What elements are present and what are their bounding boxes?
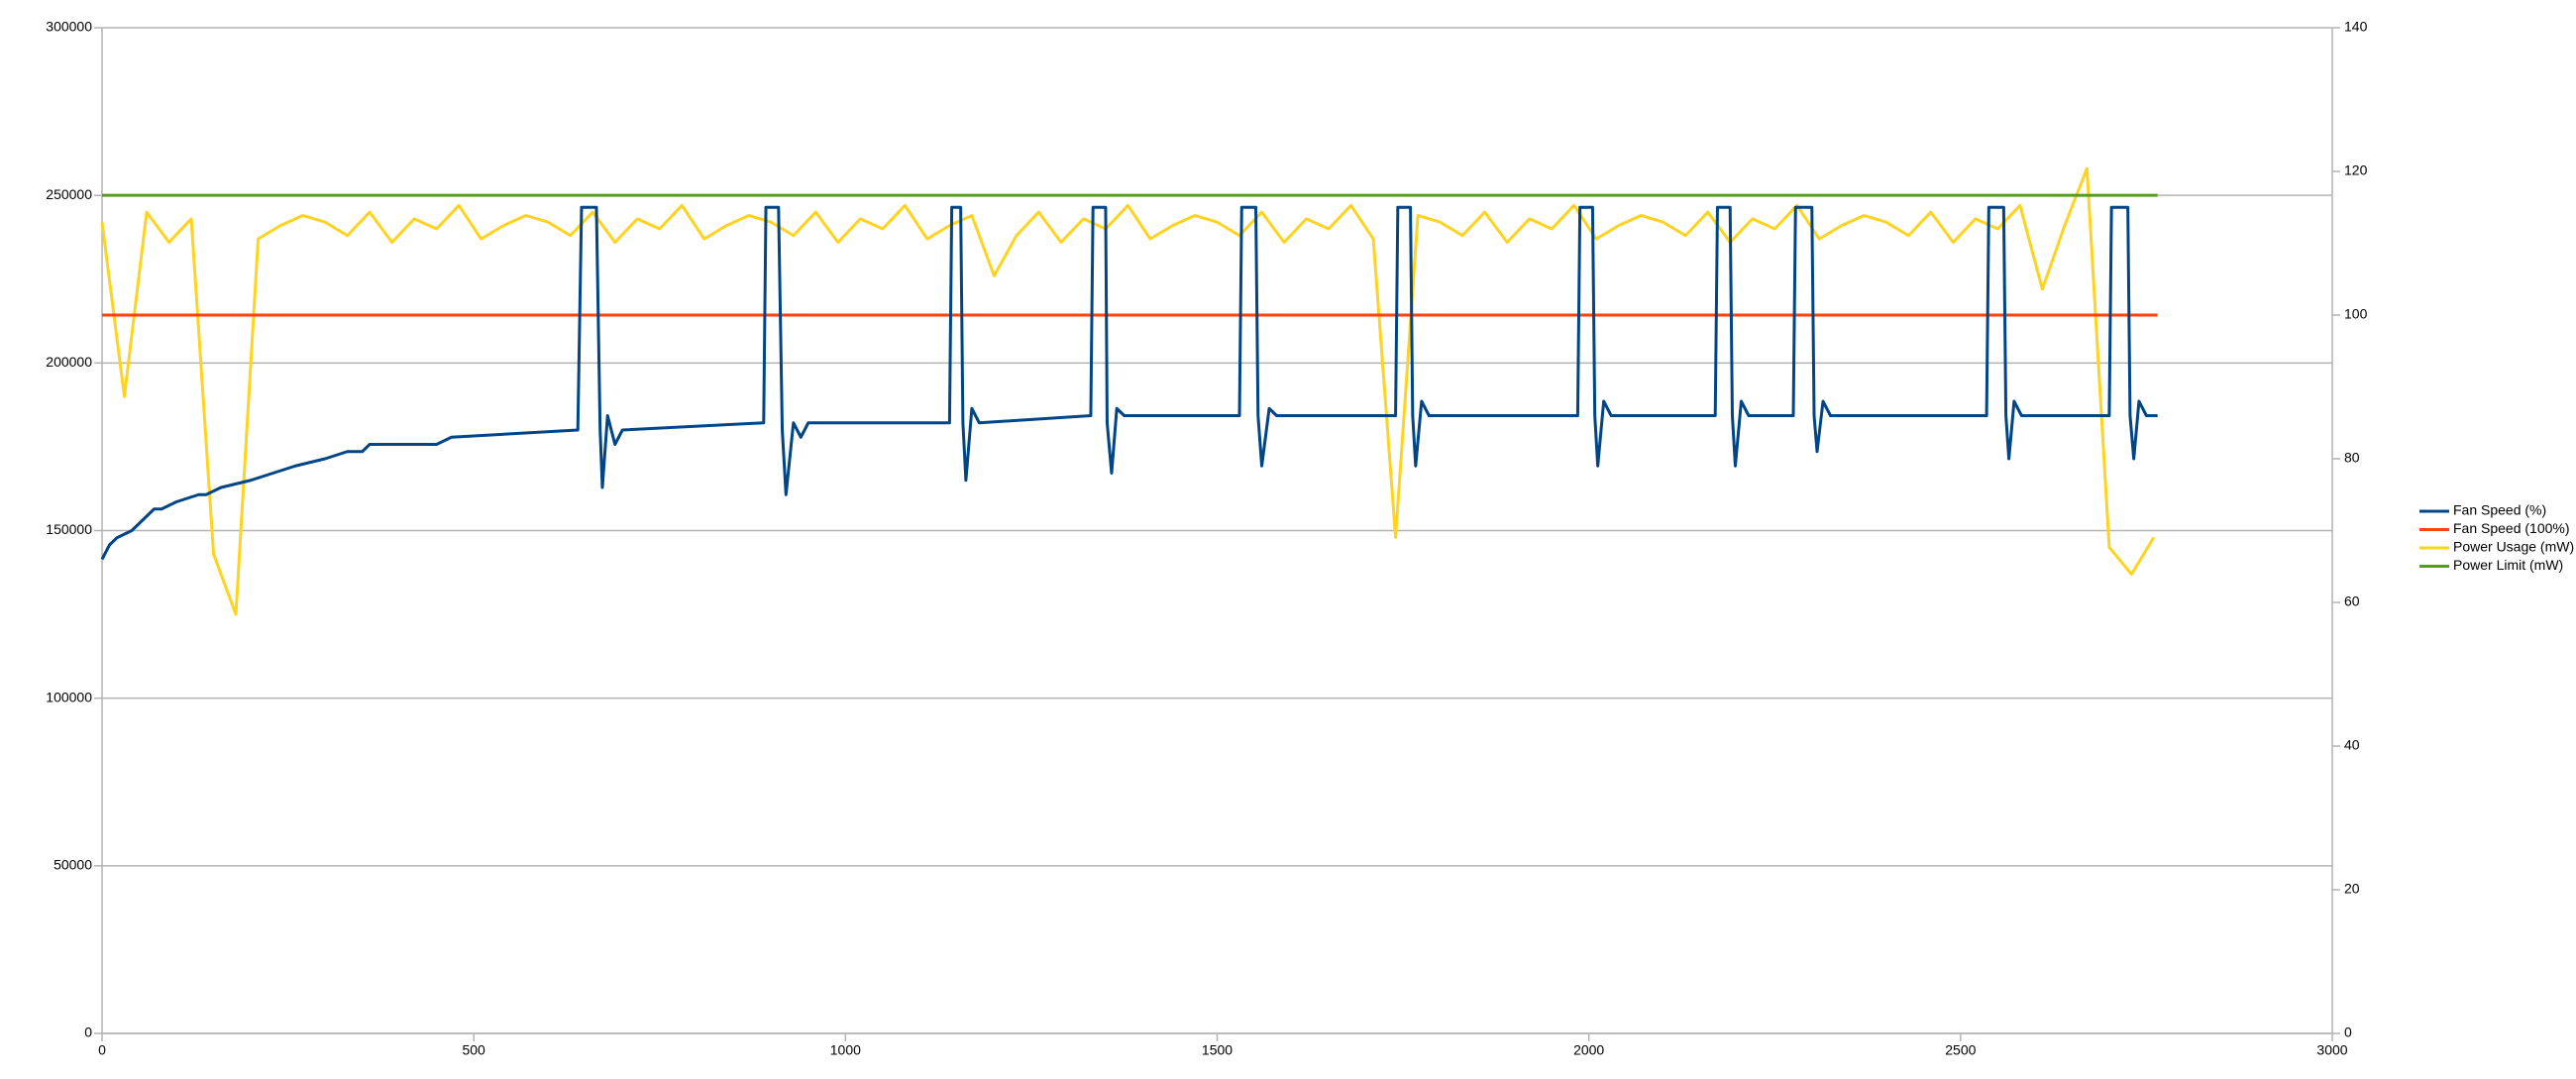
x-tick-label: 500	[462, 1042, 485, 1058]
x-tick-label: 2500	[1945, 1042, 1976, 1058]
legend-label: Fan Speed (%)	[2453, 502, 2546, 518]
legend-label: Power Limit (mW)	[2453, 557, 2563, 573]
x-tick-label: 1500	[1202, 1042, 1233, 1058]
y2-tick-label: 0	[2344, 1025, 2352, 1040]
y2-tick-label: 60	[2344, 593, 2360, 609]
y2-tick-label: 40	[2344, 737, 2360, 753]
y2-tick-label: 100	[2344, 306, 2368, 322]
y2-tick-label: 140	[2344, 19, 2368, 35]
y2-tick-label: 120	[2344, 162, 2368, 178]
y2-tick-label: 80	[2344, 450, 2360, 466]
y-tick-label: 300000	[46, 19, 92, 35]
x-tick-label: 2000	[1573, 1042, 1604, 1058]
y-tick-label: 100000	[46, 689, 92, 704]
x-tick-label: 0	[98, 1042, 106, 1058]
x-tick-label: 1000	[830, 1042, 861, 1058]
legend-label: Power Usage (mW)	[2453, 539, 2574, 555]
y-tick-label: 150000	[46, 521, 92, 537]
legend-label: Fan Speed (100%)	[2453, 520, 2570, 536]
y-tick-label: 50000	[54, 857, 92, 873]
series-line	[100, 166, 2156, 616]
y-tick-label: 200000	[46, 354, 92, 370]
y-tick-label: 0	[84, 1025, 92, 1040]
series-line	[100, 205, 2158, 561]
y-tick-label: 250000	[46, 186, 92, 202]
x-tick-label: 3000	[2316, 1042, 2347, 1058]
y2-tick-label: 20	[2344, 881, 2360, 897]
